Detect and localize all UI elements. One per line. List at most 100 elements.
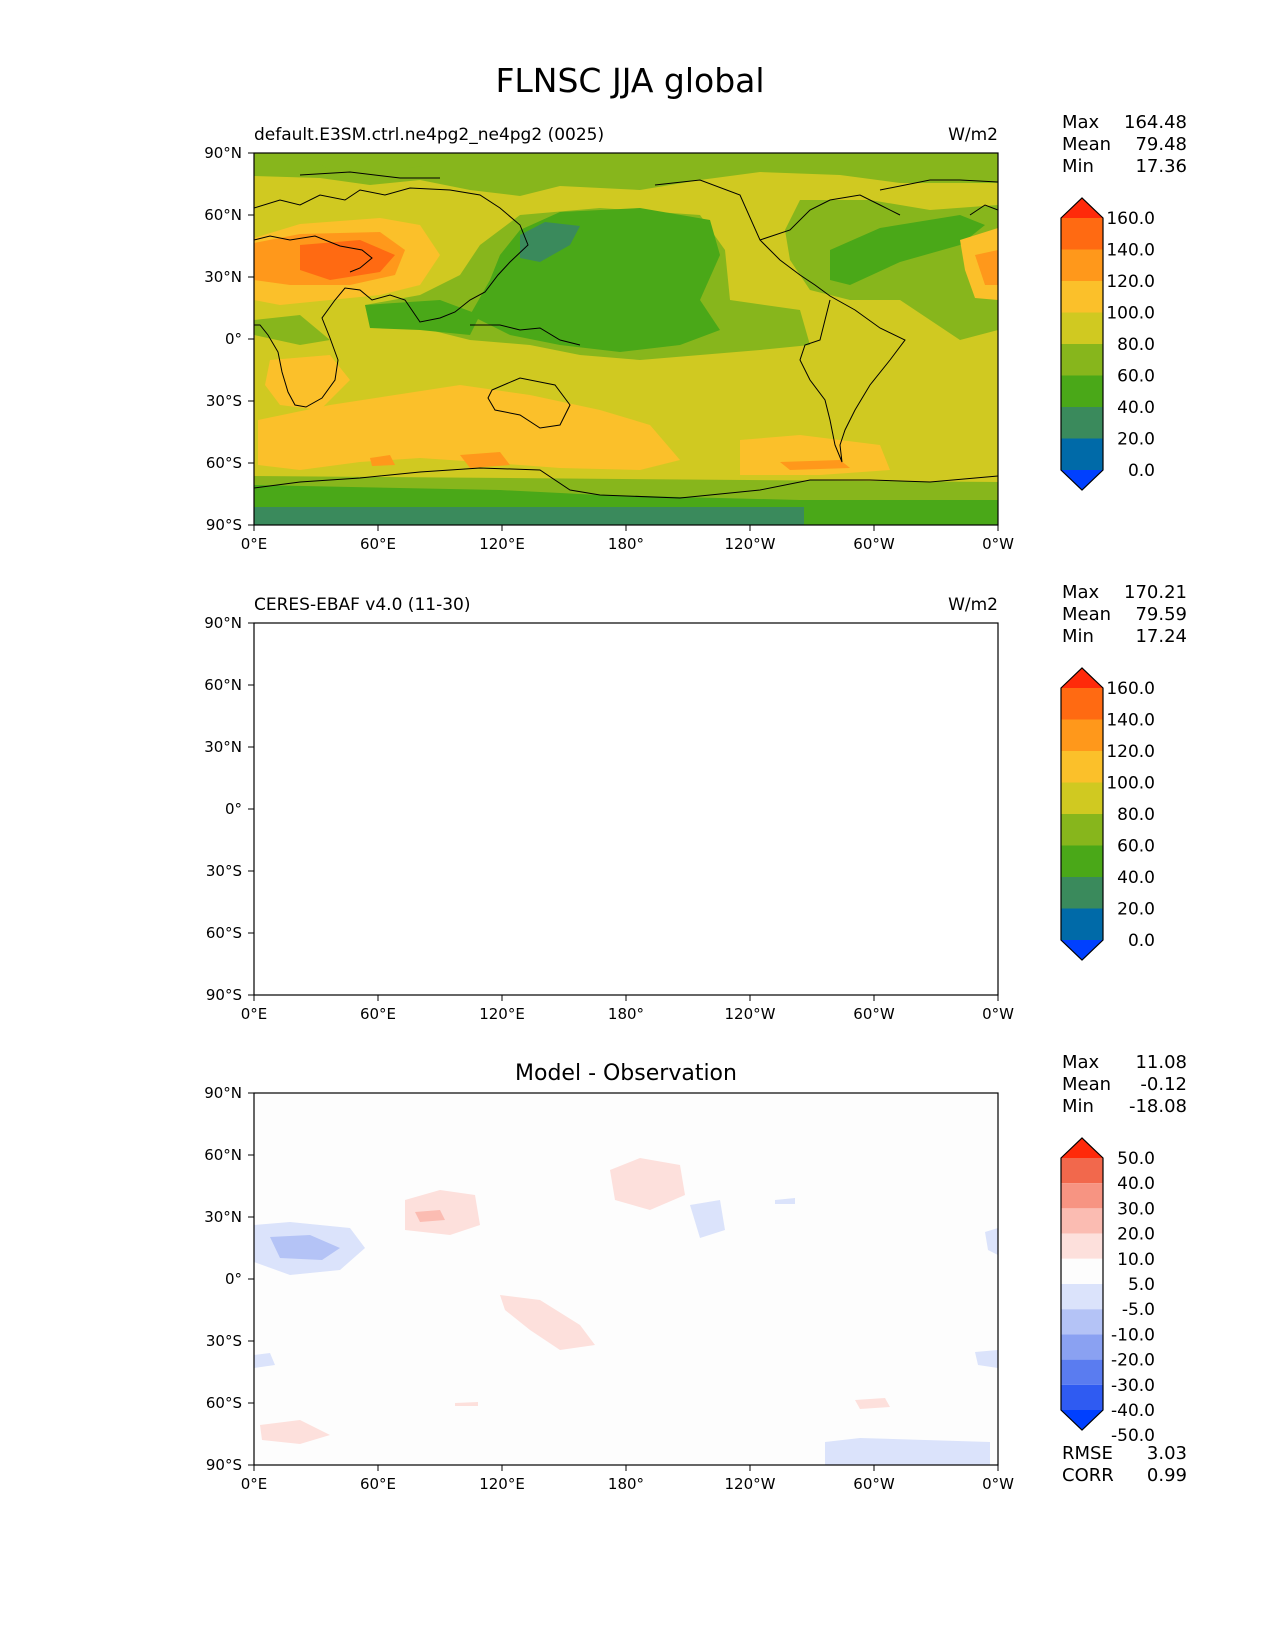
colorbar-swatch [1061, 1233, 1103, 1259]
stat-value: 17.36 [1135, 156, 1187, 177]
colorbar-tick-label: 80.0 [1117, 335, 1155, 355]
y-tick-label: 30°N [204, 1208, 242, 1226]
units-label: W/m2 [948, 595, 998, 615]
panel-model: 0°E 60°E 120°E 180° 120°W 60°W 0°W 90°N 60°N 30°N… [204, 112, 1187, 553]
x-tick-label: 60°E [360, 1475, 396, 1493]
colorbar-tick-label: 100.0 [1106, 774, 1155, 794]
y-tick-label: 0° [225, 1270, 242, 1288]
colorbar-tick-label: -10.0 [1111, 1325, 1155, 1345]
colorbar-swatch [1061, 1334, 1103, 1360]
colorbar-tick-label: 30.0 [1117, 1199, 1155, 1219]
y-tick-label: 60°S [206, 924, 242, 942]
colorbar-swatch [1061, 1183, 1103, 1209]
colorbar-tick-label: 20.0 [1117, 900, 1155, 920]
stat-label: Min [1062, 156, 1094, 177]
y-tick-label: 60°S [206, 1394, 242, 1412]
colorbar-tick-label: 160.0 [1106, 679, 1155, 699]
panel-difference: 0°E 60°E 120°E 180° 120°W 60°W 0°W 90°N 60°N 30°N… [204, 1052, 1187, 1493]
y-tick-label: 30°N [204, 268, 242, 286]
colorbar-tick-label: 80.0 [1117, 805, 1155, 825]
stat-value: 79.59 [1135, 604, 1187, 625]
colorbar-swatch [1061, 1384, 1103, 1410]
y-tick-label: 90°N [204, 1084, 242, 1102]
y-tick-label: 0° [225, 330, 242, 348]
colorbar-swatch [1061, 1284, 1103, 1310]
colorbar-outline [1060, 1137, 1104, 1431]
stat-label: Mean [1062, 1074, 1111, 1095]
left-title: CERES-EBAF v4.0 (11-30) [254, 595, 470, 615]
x-tick-label: 120°W [725, 535, 776, 553]
colorbar-tick-label: -20.0 [1111, 1351, 1155, 1371]
colorbar-swatch [1061, 814, 1103, 846]
coastlines [254, 642, 998, 968]
x-tick-label: 0°W [982, 1005, 1014, 1023]
units-label: W/m2 [948, 125, 998, 145]
stat-label: Min [1062, 1096, 1094, 1117]
x-tick-label: 180° [608, 1475, 644, 1493]
colorbar-swatch [1061, 688, 1103, 720]
y-tick-label: 30°N [204, 738, 242, 756]
colorbar-swatch [1061, 375, 1103, 407]
x-tick-label: 60°E [360, 535, 396, 553]
x-tick-label: 60°E [360, 1005, 396, 1023]
stat-value: 17.24 [1135, 626, 1187, 647]
stats-box: Max 164.48 Mean 79.48 Min 17.36 [1062, 112, 1187, 177]
colorbar-outline [1060, 197, 1104, 491]
y-tick-label: 90°S [206, 1456, 242, 1474]
colorbar-swatch [1061, 845, 1103, 877]
y-tick-label: 90°S [206, 516, 242, 534]
colorbar-swatch [1061, 249, 1103, 281]
colorbar-swatch [1061, 877, 1103, 909]
x-tick-label: 60°W [853, 535, 895, 553]
x-tick-label: 0°E [241, 1005, 268, 1023]
x-tick-label: 0°W [982, 1475, 1014, 1493]
colorbar-swatch [1061, 1158, 1103, 1184]
axes: 0°E 60°E 120°E 180° 120°W 60°W 0°W 90°N 60°N 30°N… [204, 614, 1014, 1023]
colorbar-tick-label: 0.0 [1128, 931, 1155, 951]
metric-value: 3.03 [1147, 1443, 1187, 1464]
x-tick-label: 120°E [479, 1475, 525, 1493]
colorbar-swatch [1061, 782, 1103, 814]
figure-title: FLNSC JJA global [495, 61, 764, 100]
colorbar-swatch [1061, 198, 1103, 218]
colorbar-tick-label: 40.0 [1117, 398, 1155, 418]
colorbar-tick-label: 40.0 [1117, 868, 1155, 888]
colorbar-tick-label: 10.0 [1117, 1250, 1155, 1270]
colorbar-outline [1060, 667, 1104, 961]
colorbar-swatch [1061, 719, 1103, 751]
x-tick-label: 0°E [241, 1475, 268, 1493]
colorbar-swatch [1061, 751, 1103, 783]
x-tick-label: 60°W [853, 1475, 895, 1493]
y-tick-label: 60°N [204, 206, 242, 224]
colorbar-swatch [1061, 218, 1103, 250]
y-tick-label: 60°N [204, 1146, 242, 1164]
colorbar-swatch [1061, 1309, 1103, 1335]
colorbar-swatch [1061, 344, 1103, 376]
y-tick-label: 30°S [206, 862, 242, 880]
y-tick-label: 30°S [206, 392, 242, 410]
colorbar-swatch [1061, 668, 1103, 688]
coastlines [254, 171, 998, 499]
x-tick-label: 180° [608, 535, 644, 553]
x-tick-label: 0°E [241, 535, 268, 553]
colorbar-tick-label: 160.0 [1106, 209, 1155, 229]
stats-box: Max 170.21 Mean 79.59 Min 17.24 [1062, 582, 1187, 647]
y-tick-label: 30°S [206, 1332, 242, 1350]
metric-value: 0.99 [1147, 1465, 1187, 1486]
colorbar-tick-label: 120.0 [1106, 272, 1155, 292]
colorbar-tick-label: 100.0 [1106, 304, 1155, 324]
colorbar-tick-label: 0.0 [1128, 461, 1155, 481]
metric-label: RMSE [1062, 1443, 1113, 1464]
colorbar-swatch [1061, 1359, 1103, 1385]
colorbar-tick-label: 140.0 [1106, 241, 1155, 261]
colorbar: 160.0 140.0 120.0 100.0 80.0 60.0 40.0 20.0 0.0 [1060, 667, 1155, 961]
axes: 0°E 60°E 120°E 180° 120°W 60°W 0°W 90°N 60°N 30°N… [204, 1084, 1014, 1493]
y-tick-label: 90°N [204, 614, 242, 632]
colorbar-swatch [1061, 1208, 1103, 1234]
x-tick-label: 120°W [725, 1475, 776, 1493]
colorbar: 160.0 140.0 120.0 100.0 80.0 60.0 40.0 20.0 0.0 [1060, 197, 1155, 491]
colorbar: 50.0 40.0 30.0 20.0 10.0 5.0 -5.0 -10.0 -20.0 -30… [1060, 1137, 1155, 1446]
left-title: default.E3SM.ctrl.ne4pg2_ne4pg2 (0025) [254, 125, 604, 145]
colorbar-swatch [1061, 281, 1103, 313]
colorbar-swatch [1061, 407, 1103, 439]
